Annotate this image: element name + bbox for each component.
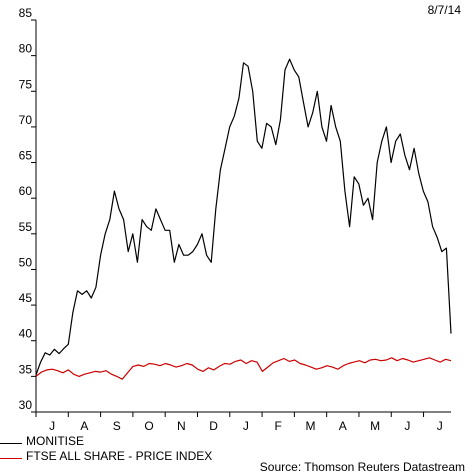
y-tick-label: 55 xyxy=(19,220,33,234)
legend-swatch-monitise xyxy=(0,443,22,444)
legend-swatch-ftse xyxy=(0,458,22,459)
x-tick-label: D xyxy=(209,419,218,433)
x-tick-label: M xyxy=(370,419,380,433)
x-tick-label: M xyxy=(306,419,316,433)
x-tick-label: J xyxy=(243,419,249,433)
y-tick-label: 75 xyxy=(19,77,33,91)
legend-label-monitise: MONITISE xyxy=(26,433,85,448)
x-tick-label: O xyxy=(144,419,153,433)
y-tick-label: 85 xyxy=(19,6,33,20)
x-tick-label: J xyxy=(437,419,443,433)
source-note: Source: Thomson Reuters Datastream xyxy=(259,460,465,474)
y-tick-label: 60 xyxy=(19,184,33,198)
y-tick-label: 30 xyxy=(19,398,33,412)
y-tick-label: 40 xyxy=(19,327,33,341)
y-tick-label: 65 xyxy=(19,149,33,163)
x-tick-label: A xyxy=(80,419,88,433)
y-tick-label: 50 xyxy=(19,255,33,269)
chart-date: 8/7/14 xyxy=(427,3,461,17)
legend-item-ftse: FTSE ALL SHARE - PRICE INDEX xyxy=(0,448,212,463)
legend-label-ftse: FTSE ALL SHARE - PRICE INDEX xyxy=(26,448,213,463)
series-line-monitise xyxy=(35,58,452,376)
x-tick-label: S xyxy=(113,419,121,433)
y-tick-label: 80 xyxy=(19,42,33,56)
x-tick-label: J xyxy=(404,419,410,433)
legend-item-monitise: MONITISE xyxy=(0,433,212,448)
series-lines xyxy=(35,58,452,380)
y-tick-label: 70 xyxy=(19,113,33,127)
x-tick-label: J xyxy=(49,419,55,433)
x-tick-label: F xyxy=(275,419,282,433)
y-tick-label: 45 xyxy=(19,291,33,305)
x-tick-label: N xyxy=(177,419,186,433)
legend: MONITISE FTSE ALL SHARE - PRICE INDEX xyxy=(0,433,212,463)
series-line-ftse xyxy=(35,357,452,380)
y-axis: 30 35 40 45 50 55 60 65 70 75 80 85 xyxy=(19,6,37,413)
y-tick-label: 35 xyxy=(19,362,33,376)
x-tick-label: A xyxy=(339,419,347,433)
